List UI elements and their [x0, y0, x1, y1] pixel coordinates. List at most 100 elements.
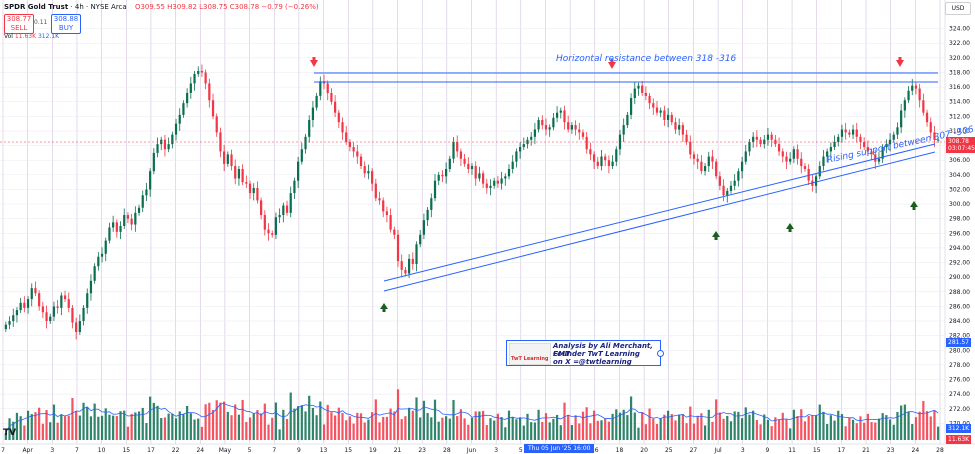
candle-body[interactable] — [641, 85, 644, 93]
candle-body[interactable] — [578, 129, 581, 133]
candle-body[interactable] — [777, 144, 781, 152]
candle-body[interactable] — [933, 132, 936, 140]
candle-body[interactable] — [752, 136, 755, 142]
candle-body[interactable] — [670, 114, 673, 123]
resize-handle[interactable] — [657, 350, 664, 357]
candle-body[interactable] — [692, 154, 696, 159]
candle-body[interactable] — [193, 73, 196, 84]
candle-body[interactable] — [422, 220, 426, 235]
candle-body[interactable] — [163, 139, 167, 150]
candle-body[interactable] — [182, 103, 185, 115]
candle-body[interactable] — [297, 161, 300, 181]
candle-body[interactable] — [359, 156, 363, 167]
candle-body[interactable] — [263, 215, 266, 230]
candle-body[interactable] — [785, 156, 788, 162]
candle-body[interactable] — [748, 141, 751, 152]
candle-body[interactable] — [248, 183, 252, 194]
resistance-annotation[interactable]: Horizontal resistance between 318 -316 — [556, 54, 737, 64]
candle-body[interactable] — [607, 160, 610, 167]
candle-body[interactable] — [559, 110, 562, 113]
candle-body[interactable] — [326, 83, 329, 93]
candle-body[interactable] — [489, 185, 492, 188]
candle-body[interactable] — [474, 166, 477, 179]
candle-body[interactable] — [859, 136, 862, 142]
candle-body[interactable] — [563, 110, 566, 123]
candle-body[interactable] — [285, 205, 289, 213]
candle-body[interactable] — [441, 174, 444, 177]
candle-body[interactable] — [300, 149, 303, 162]
candle-body[interactable] — [770, 134, 773, 140]
candle-body[interactable] — [97, 256, 100, 267]
candle-body[interactable] — [385, 211, 389, 216]
symbol-header[interactable]: SPDR Gold Trust · 4h · NYSE Arca O309.55… — [4, 3, 319, 11]
candle-body[interactable] — [211, 100, 215, 117]
candle-body[interactable] — [726, 190, 729, 196]
candle-body[interactable] — [896, 127, 899, 135]
sell-button[interactable]: 308.77 SELL — [4, 14, 34, 34]
candle-body[interactable] — [696, 158, 699, 162]
candle-body[interactable] — [507, 168, 511, 177]
candle-body[interactable] — [382, 200, 385, 212]
candle-body[interactable] — [389, 215, 392, 230]
candle-body[interactable] — [334, 101, 337, 113]
candle-body[interactable] — [348, 141, 352, 148]
candle-body[interactable] — [319, 81, 322, 96]
candle-body[interactable] — [870, 151, 873, 155]
candle-body[interactable] — [34, 288, 37, 294]
candle-body[interactable] — [918, 88, 921, 101]
candle-body[interactable] — [840, 129, 844, 137]
candle-body[interactable] — [100, 253, 104, 257]
tradingview-logo[interactable]: TV — [3, 428, 17, 438]
candle-body[interactable] — [282, 205, 285, 216]
candle-body[interactable] — [293, 180, 296, 194]
candle-body[interactable] — [393, 229, 396, 235]
candle-body[interactable] — [252, 187, 255, 194]
candle-body[interactable] — [544, 125, 548, 130]
candle-body[interactable] — [126, 215, 130, 219]
candle-body[interactable] — [308, 120, 311, 137]
candle-body[interactable] — [789, 158, 792, 162]
candle-body[interactable] — [922, 100, 925, 113]
candle-body[interactable] — [19, 302, 22, 311]
candle-body[interactable] — [430, 198, 433, 210]
candle-body[interactable] — [226, 154, 229, 164]
candle-body[interactable] — [674, 122, 677, 130]
candle-body[interactable] — [685, 134, 688, 142]
candle-body[interactable] — [30, 288, 33, 300]
candle-body[interactable] — [93, 266, 96, 281]
candle-body[interactable] — [711, 156, 714, 162]
candle-body[interactable] — [467, 163, 470, 169]
candle-body[interactable] — [814, 176, 818, 186]
candle-body[interactable] — [352, 147, 355, 152]
candle-body[interactable] — [567, 122, 570, 130]
candle-body[interactable] — [615, 149, 618, 162]
candle-body[interactable] — [500, 178, 503, 184]
candle-body[interactable] — [345, 132, 348, 142]
candle-body[interactable] — [374, 183, 377, 199]
candle-body[interactable] — [134, 212, 137, 225]
candle-body[interactable] — [152, 152, 155, 172]
candle-body[interactable] — [689, 141, 692, 155]
candle-body[interactable] — [596, 161, 599, 167]
candle-body[interactable] — [130, 218, 133, 225]
candle-body[interactable] — [844, 129, 847, 133]
candle-body[interactable] — [903, 100, 906, 111]
candle-body[interactable] — [855, 129, 858, 137]
candle-body[interactable] — [888, 139, 892, 145]
candle-body[interactable] — [822, 156, 825, 167]
candle-body[interactable] — [504, 176, 507, 179]
candle-body[interactable] — [515, 151, 518, 162]
candle-body[interactable] — [618, 134, 622, 150]
candle-body[interactable] — [89, 280, 93, 294]
candle-body[interactable] — [197, 71, 200, 74]
candle-body[interactable] — [530, 136, 533, 140]
candle-body[interactable] — [437, 174, 440, 181]
candle-body[interactable] — [914, 85, 918, 89]
candle-body[interactable] — [459, 151, 463, 159]
candle-body[interactable] — [629, 98, 633, 115]
candle-body[interactable] — [78, 321, 81, 332]
candle-body[interactable] — [337, 112, 340, 123]
candle-body[interactable] — [71, 307, 74, 323]
candle-body[interactable] — [119, 226, 122, 232]
candle-body[interactable] — [592, 154, 596, 162]
